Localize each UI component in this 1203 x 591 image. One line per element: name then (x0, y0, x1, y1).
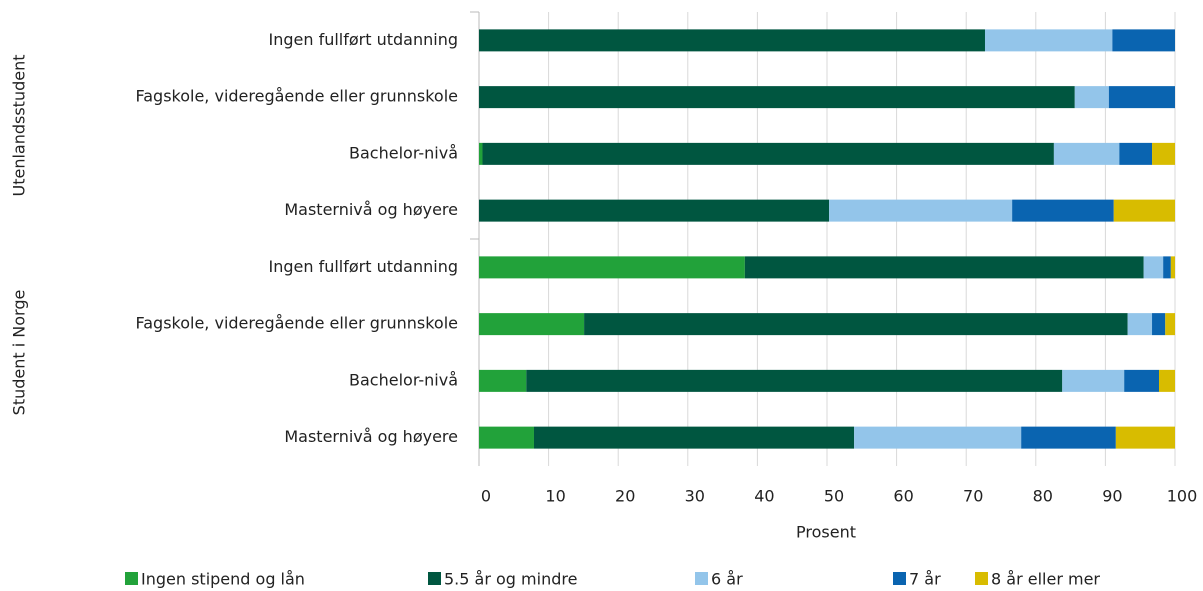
x-tick-label: 90 (1102, 487, 1122, 506)
bar-segment (1115, 426, 1175, 449)
legend-swatch (695, 572, 708, 585)
legend-label: 8 år eller mer (991, 570, 1100, 589)
bar-segment (584, 313, 1128, 336)
x-tick-label: 40 (754, 487, 774, 506)
bar-segment (479, 142, 483, 165)
bar-segment (479, 313, 585, 336)
legend-label: 7 år (909, 570, 941, 589)
y-tick-label: Bachelor-nivå (349, 143, 458, 162)
legend-swatch (893, 572, 906, 585)
bar-segment (1124, 369, 1159, 392)
group-label: Utenlandsstudent (10, 54, 29, 196)
bar-segment (1113, 199, 1175, 222)
y-tick-label: Bachelor-nivå (349, 370, 458, 389)
bar-segment (1062, 369, 1125, 392)
x-tick-label: 20 (615, 487, 635, 506)
x-tick-label: 60 (893, 487, 913, 506)
bar-segment (479, 256, 745, 279)
bar-segment (479, 86, 1075, 109)
legend-swatch (975, 572, 988, 585)
x-tick-label: 0 (481, 487, 491, 506)
legend-label: 5.5 år og mindre (444, 570, 577, 589)
y-tick-label: Ingen fullført utdanning (268, 30, 458, 49)
bar-segment (1074, 86, 1109, 109)
bar-segment (1152, 142, 1175, 165)
bar-segment (744, 256, 1144, 279)
x-tick-label: 10 (545, 487, 565, 506)
bar-segment (1021, 426, 1116, 449)
bar-segment (1163, 256, 1171, 279)
bar-segment (1119, 142, 1153, 165)
bar-segment (984, 29, 1113, 52)
y-tick-label: Fagskole, videregående eller grunnskole (136, 314, 459, 333)
legend-label: 6 år (711, 570, 743, 589)
bar-segment (479, 369, 527, 392)
legend-swatch (428, 572, 441, 585)
bar-segment (1112, 29, 1175, 52)
bar-segment (533, 426, 855, 449)
bar-segment (1108, 86, 1175, 109)
bar-segment (479, 426, 534, 449)
bar-segment (854, 426, 1022, 449)
y-tick-label: Masternivå og høyere (284, 427, 458, 446)
bar-segment (526, 369, 1063, 392)
group-label: Student i Norge (10, 290, 29, 416)
bar-segment (479, 199, 830, 222)
bar-segment (482, 142, 1054, 165)
x-axis-title: Prosent (796, 523, 856, 542)
legend-swatch (125, 572, 138, 585)
bar-segment (1012, 199, 1114, 222)
bar-segment (479, 29, 985, 52)
x-tick-label: 50 (824, 487, 844, 506)
y-tick-label: Ingen fullført utdanning (268, 257, 458, 276)
bar-segment (1165, 313, 1175, 336)
bar-segment (1143, 256, 1164, 279)
bar-segment (1152, 313, 1166, 336)
bar-segment (1158, 369, 1175, 392)
bar-segment (1127, 313, 1153, 336)
x-tick-label: 30 (685, 487, 705, 506)
y-tick-label: Fagskole, videregående eller grunnskole (136, 87, 459, 106)
x-tick-label: 100 (1167, 487, 1198, 506)
bar-segment (829, 199, 1013, 222)
y-tick-label: Masternivå og høyere (284, 200, 458, 219)
x-tick-label: 80 (1033, 487, 1053, 506)
legend-label: Ingen stipend og lån (141, 570, 305, 589)
x-tick-label: 70 (963, 487, 983, 506)
bar-segment (1053, 142, 1120, 165)
bar-segment (1170, 256, 1175, 279)
